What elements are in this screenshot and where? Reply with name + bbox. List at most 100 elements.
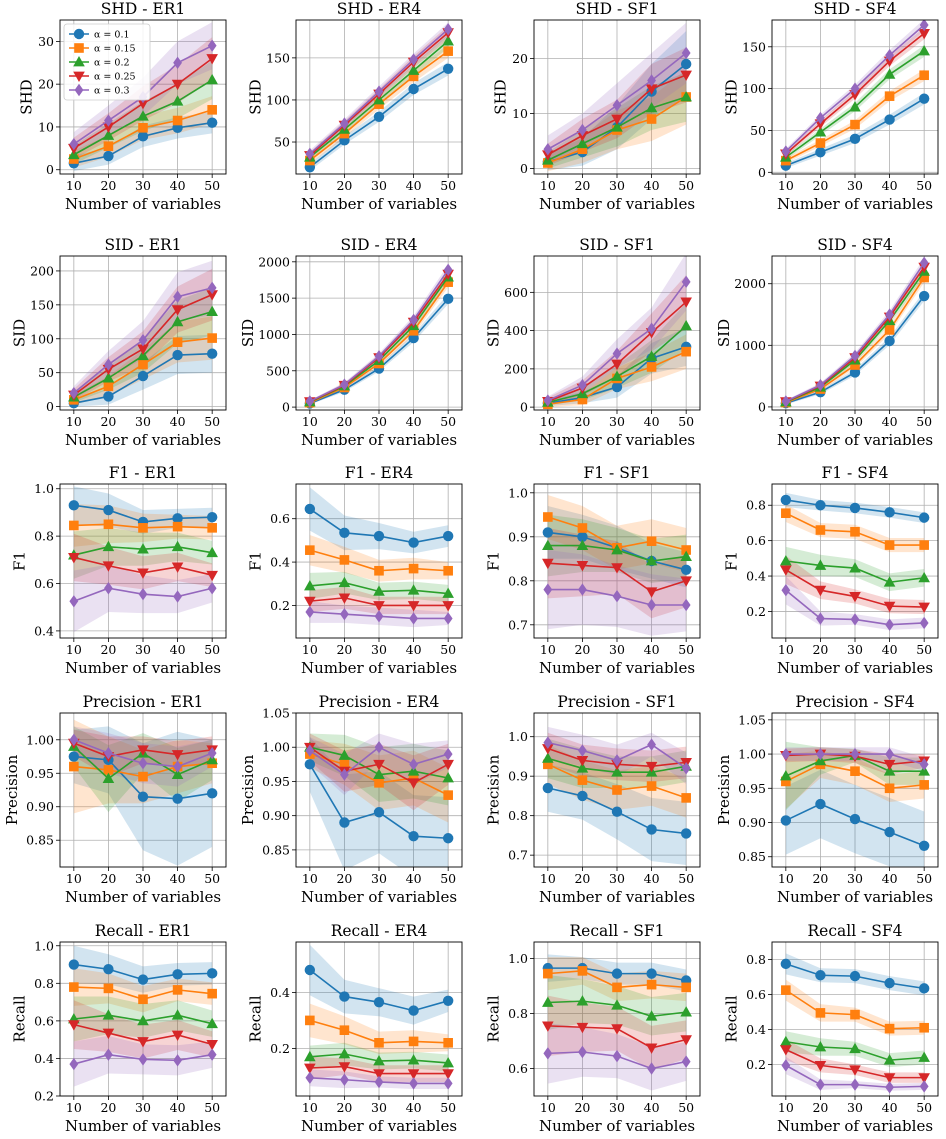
data-point (442, 1056, 454, 1068)
data-point (680, 1006, 692, 1017)
data-point (206, 968, 218, 979)
data-point (206, 348, 218, 359)
x-axis-label: Number of variables (301, 659, 457, 677)
data-point (681, 762, 691, 775)
y-axis-label: Precision (715, 754, 733, 825)
data-point (646, 362, 657, 372)
data-point (680, 91, 692, 102)
data-point (443, 263, 453, 277)
data-point (576, 762, 589, 773)
data-point (206, 1039, 218, 1051)
chart-shd-sf1: 10 20 30 40 50 0 10 20 SHD - SF1 Number of variab… (492, 0, 701, 213)
data-point (849, 133, 861, 145)
x-tick-label: 50 (440, 871, 456, 886)
data-point (780, 769, 792, 781)
plot-area (780, 953, 930, 1094)
data-point (172, 985, 183, 995)
x-tick-label: 50 (916, 414, 932, 429)
data-point (103, 519, 114, 530)
data-point (543, 394, 553, 407)
y-tick-label: 1.0 (508, 729, 528, 744)
x-tick-label: 10 (540, 642, 556, 657)
y-axis-label: SHD (18, 79, 36, 114)
plot-area (68, 260, 218, 409)
x-tick-label: 40 (644, 1100, 660, 1115)
data-point (138, 994, 148, 1005)
data-point (919, 70, 929, 81)
data-point (680, 297, 692, 308)
data-point (885, 618, 894, 631)
y-axis-label: Recall (484, 995, 502, 1042)
x-tick-label: 20 (574, 1100, 590, 1115)
y-tick-label: 500 (266, 363, 290, 378)
data-point (918, 93, 930, 104)
data-point (442, 63, 454, 75)
data-point (443, 1077, 453, 1090)
x-tick-label: 50 (204, 178, 220, 193)
data-point (137, 543, 149, 554)
data-point (69, 1057, 79, 1071)
data-point (409, 53, 418, 66)
data-point (781, 395, 791, 408)
y-tick-label: 0 (520, 400, 528, 415)
x-tick-label: 30 (847, 642, 863, 657)
x-tick-label: 20 (336, 178, 352, 193)
data-point (611, 806, 623, 817)
data-point (612, 590, 622, 603)
legend-marker (74, 83, 84, 97)
y-tick-label: 1.0 (34, 481, 54, 496)
data-point (69, 386, 79, 400)
x-tick-label: 50 (440, 414, 456, 429)
chart-title: SHD - ER1 (101, 0, 186, 18)
data-point (442, 587, 454, 598)
data-point (850, 360, 860, 370)
y-tick-label: 0.8 (508, 1006, 528, 1021)
x-tick-label: 30 (135, 178, 151, 193)
data-point (206, 117, 218, 128)
x-tick-label: 50 (916, 1100, 932, 1115)
data-point (172, 115, 183, 126)
data-point (374, 350, 384, 363)
data-point (339, 555, 350, 565)
data-point (173, 290, 182, 303)
data-point (103, 141, 114, 151)
y-axis-label: F1 (484, 551, 502, 571)
x-tick-label: 50 (678, 1100, 694, 1115)
data-point (918, 571, 930, 583)
x-tick-label: 30 (135, 642, 151, 657)
x-axis-label: Number of variables (777, 888, 933, 906)
data-point (374, 1038, 384, 1048)
legend-label: α = 0.25 (94, 72, 136, 83)
data-point (68, 553, 80, 564)
x-tick-label: 20 (100, 414, 116, 429)
x-axis-label: Number of variables (65, 431, 221, 449)
data-point (102, 772, 115, 784)
data-point (680, 58, 692, 70)
x-tick-label: 50 (678, 414, 694, 429)
x-tick-label: 40 (170, 642, 186, 657)
data-point (102, 561, 115, 572)
x-tick-label: 20 (336, 414, 352, 429)
data-point (305, 395, 315, 408)
data-point (338, 576, 351, 588)
data-point (305, 147, 315, 161)
data-point (102, 1028, 115, 1040)
y-tick-label: 0.90 (26, 799, 54, 814)
data-point (780, 958, 792, 970)
confidence-band (547, 495, 687, 572)
data-point (780, 815, 792, 826)
y-axis-label: SHD (246, 79, 264, 114)
data-point (918, 602, 930, 614)
x-tick-label: 40 (644, 871, 660, 886)
data-point (883, 759, 896, 771)
data-point (304, 503, 316, 515)
data-point (646, 968, 657, 979)
x-tick-label: 30 (847, 871, 863, 886)
data-point (611, 1024, 623, 1035)
data-point (576, 137, 589, 149)
data-point (611, 370, 623, 381)
data-point (207, 746, 217, 760)
data-point (816, 1078, 825, 1091)
y-tick-label: 1.0 (34, 938, 54, 953)
